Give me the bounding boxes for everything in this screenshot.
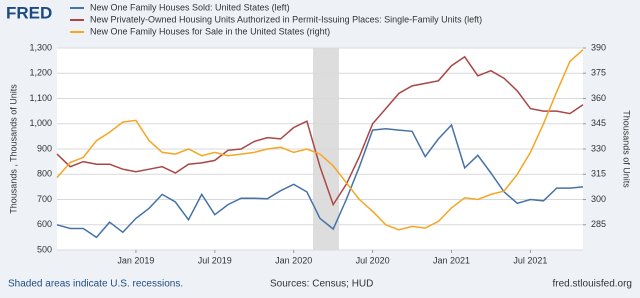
site: fred.stlouisfed.org bbox=[553, 279, 633, 290]
series-line bbox=[56, 123, 584, 239]
y-tick-label: 600 bbox=[37, 219, 52, 229]
y2-tick-label: 315 bbox=[591, 169, 606, 179]
y2-tick-label: 330 bbox=[591, 143, 606, 153]
x-tick-label: Jul 2019 bbox=[198, 255, 232, 265]
y-tick-label: 700 bbox=[37, 194, 52, 204]
y2-tick-label: 360 bbox=[591, 93, 606, 103]
y-tick-label: 500 bbox=[37, 244, 52, 254]
x-tick-label: Jul 2020 bbox=[356, 255, 390, 265]
x-tick-label: Jan 2021 bbox=[433, 255, 470, 265]
note: Shaded areas indicate U.S. recessions. bbox=[8, 279, 183, 290]
legend-label: New Privately-Owned Housing Units Author… bbox=[90, 14, 482, 24]
legend-label: New One Family Houses for Sale in the Un… bbox=[90, 26, 330, 36]
y2-tick-label: 375 bbox=[591, 68, 606, 78]
y-tick-label: 800 bbox=[37, 169, 52, 179]
y-tick-label: 1,300 bbox=[29, 42, 52, 52]
x-tick-label: Jan 2019 bbox=[117, 255, 154, 265]
brand: FRED bbox=[6, 3, 52, 22]
source: Sources: Census; HUD bbox=[270, 279, 373, 290]
legend-label: New One Family Houses Sold: United State… bbox=[90, 2, 290, 12]
y2-tick-label: 390 bbox=[591, 42, 606, 52]
y-tick-label: 900 bbox=[37, 143, 52, 153]
series-line bbox=[56, 49, 584, 231]
y-tick-label: 1,200 bbox=[29, 68, 52, 78]
y2-tick-label: 345 bbox=[591, 118, 606, 128]
x-tick-label: Jul 2021 bbox=[513, 255, 547, 265]
series-line bbox=[56, 55, 584, 207]
x-tick-label: Jan 2020 bbox=[275, 255, 312, 265]
y2-tick-label: 285 bbox=[591, 219, 606, 229]
y-tick-label: 1,000 bbox=[29, 118, 52, 128]
y-tick-label: 1,100 bbox=[29, 93, 52, 103]
y-axis-label: Thousands , Thousands of Units bbox=[8, 84, 18, 214]
y2-axis-label: Thousands of Units bbox=[622, 110, 632, 188]
y2-tick-label: 300 bbox=[591, 194, 606, 204]
